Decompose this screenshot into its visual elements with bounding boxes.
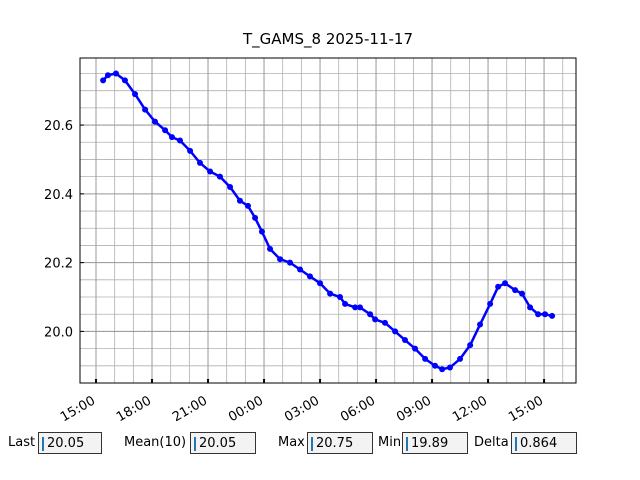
marker	[412, 345, 419, 352]
marker	[382, 319, 389, 326]
marker	[216, 173, 223, 180]
marker	[549, 312, 556, 319]
marker	[227, 183, 234, 190]
chart-title: T_GAMS_8 2025-11-17	[242, 30, 413, 49]
marker	[327, 290, 334, 297]
marker	[342, 300, 349, 307]
marker	[519, 290, 526, 297]
marker	[162, 127, 169, 134]
x-tick-label: 12:00	[450, 393, 490, 425]
y-tick-label: 20.4	[44, 188, 73, 203]
marker	[317, 280, 324, 287]
marker	[527, 304, 534, 311]
marker	[151, 118, 158, 125]
marker	[367, 311, 374, 318]
marker	[512, 287, 519, 294]
x-tick-label: 00:00	[226, 393, 266, 425]
marker	[337, 294, 344, 301]
marker	[392, 328, 399, 335]
marker	[236, 197, 243, 204]
marker	[495, 283, 502, 290]
marker	[177, 137, 184, 144]
x-tick-label: 09:00	[394, 393, 434, 425]
marker	[258, 228, 265, 235]
marker	[356, 304, 363, 311]
stat-label: Last	[8, 435, 36, 450]
marker	[306, 273, 313, 280]
marker	[352, 304, 359, 311]
x-tick-label: 03:00	[282, 393, 322, 425]
marker	[112, 70, 119, 77]
marker	[121, 77, 128, 84]
marker	[446, 364, 453, 371]
marker	[297, 266, 304, 273]
marker	[502, 280, 509, 287]
marker	[457, 355, 464, 362]
marker	[439, 366, 446, 373]
chart: T_GAMS_8 2025-11-17 20.0 20.2 20.4 20.6 15:0…	[44, 30, 577, 425]
x-tick-label: 18:00	[114, 393, 154, 425]
marker	[535, 311, 542, 318]
x-tick-label: 15:00	[506, 393, 546, 425]
stat-label: Mean(10)	[124, 435, 187, 450]
marker	[142, 106, 149, 113]
marker	[132, 91, 139, 98]
y-tick-label: 20.6	[44, 119, 73, 134]
stat-label: Delta	[474, 435, 509, 450]
x-tick-label: 06:00	[338, 393, 378, 425]
marker	[100, 77, 107, 84]
x-tick-label: 21:00	[170, 393, 210, 425]
stat-label: Min	[378, 435, 402, 450]
plot-frame	[79, 57, 577, 384]
marker	[477, 321, 484, 328]
marker	[196, 159, 203, 166]
marker	[168, 134, 175, 141]
stat-label: Max	[278, 435, 305, 450]
marker	[542, 311, 549, 318]
marker	[401, 337, 408, 344]
y-tick-label: 20.2	[44, 257, 73, 272]
x-tick-label: 15:00	[58, 393, 98, 425]
marker	[267, 245, 274, 252]
marker	[104, 72, 111, 79]
stat-field[interactable]: 20.75	[307, 432, 373, 454]
marker	[207, 168, 214, 175]
marker	[187, 147, 194, 154]
marker	[277, 256, 284, 263]
stat-field[interactable]: 20.05	[190, 432, 256, 454]
y-tick-label: 20.0	[44, 325, 73, 340]
stat-field[interactable]: 20.05	[38, 432, 102, 454]
marker	[244, 202, 251, 209]
marker	[487, 300, 494, 307]
marker	[432, 362, 439, 369]
marker	[372, 316, 379, 323]
marker	[422, 355, 429, 362]
marker	[286, 259, 293, 266]
marker	[467, 342, 474, 349]
stat-field[interactable]: 19.89	[402, 432, 468, 454]
marker	[252, 214, 259, 221]
line	[102, 72, 553, 371]
stat-field[interactable]: 0.864	[511, 432, 577, 454]
